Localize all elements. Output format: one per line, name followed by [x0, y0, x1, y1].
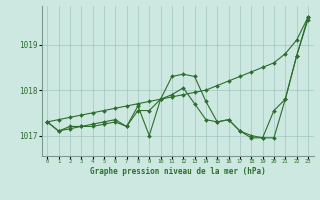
X-axis label: Graphe pression niveau de la mer (hPa): Graphe pression niveau de la mer (hPa): [90, 167, 266, 176]
